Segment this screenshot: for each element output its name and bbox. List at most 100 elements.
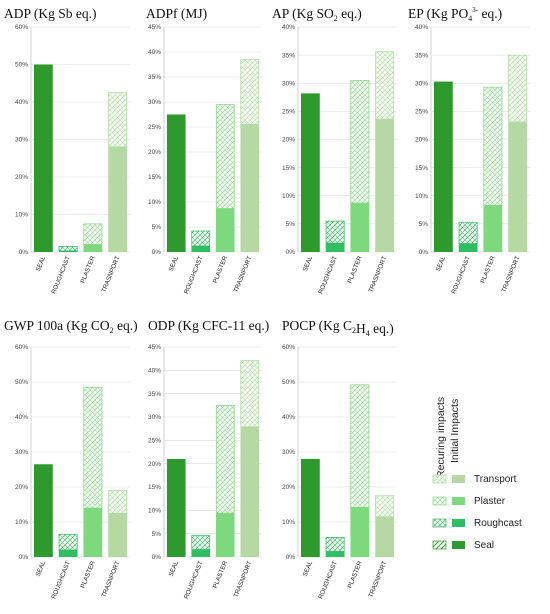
category-label: SEAL [168,560,181,578]
chart-panel: POCP (Kg C2H4 eq.) 0% 10% 20% 30% 40% 50% 60% SE… [282,318,397,600]
chart-panel: EP (Kg PO43- eq.) 0% 5% 10% 15% 20% 25% 30% 35% 4… [408,6,530,295]
bar-initial [33,64,53,252]
y-tick-label: 40% [282,414,295,421]
y-tick-label: 0% [286,249,296,256]
y-tick-label: 25% [148,438,161,445]
y-tick-label: 30% [148,99,161,106]
y-tick-label: 60% [15,344,28,351]
legend-label: Plaster [474,496,506,507]
legend-swatch-recurring [432,518,447,528]
category-label: SEAL [35,255,48,273]
legend-label: Transport [474,474,517,485]
y-tick-label: 15% [415,165,428,172]
y-tick-label: 10% [148,199,161,206]
bar-initial [508,122,528,252]
bar-recurring [240,59,260,125]
y-tick-label: 40% [415,24,428,31]
category-label: PLASTER [212,255,229,285]
y-tick-label: 0% [19,554,29,561]
legend-swatch-recurring [432,540,447,550]
y-tick-label: 20% [148,461,161,468]
y-tick-label: 5% [152,531,162,538]
y-tick-label: 5% [286,221,296,228]
bar-recurring [83,386,103,509]
category-label: ROUGHCAST [450,255,472,295]
y-tick-label: 10% [148,508,161,515]
bar-initial [325,551,345,557]
y-tick-label: 20% [282,484,295,491]
y-tick-label: 10% [415,193,428,200]
category-label: TRASNPORT [100,560,121,599]
chart-title: ODP (Kg CFC-11 eq.) [148,318,269,333]
y-tick-label: 40% [15,99,28,106]
legend-swatch-initial [452,475,465,483]
bar-recurring [483,86,503,206]
y-tick-label: 10% [15,212,28,219]
category-label: TRASNPORT [367,255,388,294]
y-tick-label: 45% [148,344,161,351]
y-tick-label: 35% [415,52,428,59]
bar-recurring [350,384,370,508]
bar-initial [83,244,103,252]
chart-panel: AP (Kg SO2 eq.) 0% 5% 10% 15% 20% 25% 30% 35% 40%… [272,6,397,295]
y-tick-label: 45% [148,24,161,31]
bar-initial [166,114,186,252]
y-tick-label: 30% [282,80,295,87]
bar-recurring [108,490,128,514]
y-tick-label: 25% [282,109,295,116]
bar-initial [483,205,503,252]
bar-initial [108,147,128,252]
bar-recurring [375,51,395,120]
bar-initial [350,507,370,557]
bar-initial [240,426,260,557]
bar-recurring [58,533,78,551]
legend-swatch-initial [452,519,465,527]
legend-item-plaster: Plaster [432,496,506,507]
legend-item-transport: Transport [432,474,517,485]
y-tick-label: 40% [148,49,161,56]
bar-recurring [215,104,235,209]
category-label: PLASTER [479,255,496,285]
legend-swatch-initial [452,541,465,549]
category-label: PLASTER [212,560,229,590]
y-tick-label: 40% [15,414,28,421]
legend-items: Transport Plaster Roughcast Seal [432,474,522,551]
y-tick-label: 25% [148,124,161,131]
bar-initial [191,246,211,252]
legend-header-initial: Initial Impacts [449,399,461,463]
bar-recurring [191,535,211,550]
legend-swatch-recurring [432,474,447,484]
bar-initial [350,203,370,252]
category-label: PLASTER [346,560,363,590]
legend-label: Seal [474,540,494,551]
bar-recurring [58,246,78,252]
y-tick-label: 30% [415,80,428,87]
legend-header-recurring: Recuring impacts [435,397,447,478]
chart-panel: ADP (Kg Sb eq.) 0% 10% 20% 30% 40% 50% 60% SEAL R… [4,6,130,295]
bar-initial [83,508,103,557]
y-tick-label: 15% [148,484,161,491]
bar-recurring [375,495,395,518]
y-tick-label: 60% [15,24,28,31]
category-label: SEAL [35,560,48,578]
y-tick-label: 10% [282,519,295,526]
bar-initial [433,81,453,252]
legend: Recuring impacts Initial Impacts Transpo… [432,397,522,551]
bar-initial [300,459,320,557]
y-tick-label: 0% [419,249,429,256]
y-tick-label: 35% [148,391,161,398]
bar-initial [215,208,235,252]
y-tick-label: 0% [152,249,162,256]
chart-panel: GWP 100a (Kg CO2 eq.) 0% 10% 20% 30% 40% 50% 60… [4,318,138,600]
chart-title: AP (Kg SO2 eq.) [272,6,362,23]
bar-recurring [108,92,128,148]
y-tick-label: 0% [286,554,296,561]
category-label: ROUGHCAST [50,255,72,295]
bar-initial [108,513,128,557]
legend-item-seal: Seal [432,540,494,551]
y-tick-label: 0% [152,554,162,561]
chart-title: EP (Kg PO43- eq.) [408,6,502,23]
bar-recurring [350,80,370,204]
category-label: PLASTER [79,560,96,590]
